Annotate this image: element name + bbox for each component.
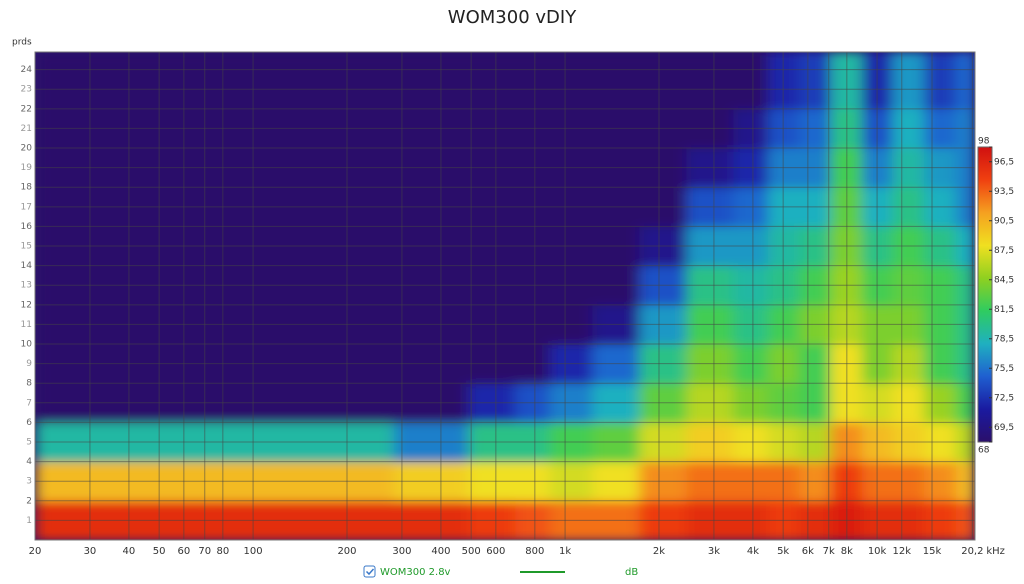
y-tick-label: 15 <box>21 242 32 252</box>
y-tick-label: 13 <box>21 281 32 291</box>
x-tick-label: 10k <box>868 546 887 557</box>
color-bar-label: 84,5 <box>994 275 1014 285</box>
heatmap-cell <box>955 52 975 110</box>
y-tick-label: 9 <box>26 359 32 369</box>
legend: WOM300 2.8v dB <box>363 565 638 578</box>
x-tick-label: 6k <box>802 546 814 557</box>
x-tick-label: 400 <box>431 546 450 557</box>
color-bar: 68 69,5 72,5 75,5 78,5 81,5 84,5 87,5 90,5 93,5 96… <box>977 137 1014 456</box>
heatmap-cell <box>924 52 957 110</box>
x-tick-label: 2k <box>653 546 665 557</box>
color-bar-gradient <box>977 146 993 443</box>
y-tick-label: 23 <box>21 85 32 95</box>
x-tick-label: 80 <box>216 546 229 557</box>
y-tick-label: 2 <box>26 496 32 506</box>
x-tick-label: 30 <box>84 546 97 557</box>
color-bar-label: 96,5 <box>994 157 1014 167</box>
grid <box>34 52 975 540</box>
x-tick-label: 5k <box>777 546 789 557</box>
x-tick-label: 20,2 <box>961 546 983 557</box>
x-tick-label: 8k <box>841 546 853 557</box>
x-tick-label: 800 <box>525 546 544 557</box>
color-bar-label: 98 <box>978 137 990 147</box>
heatmap-cell <box>798 52 832 110</box>
chart-title: WOM300 vDIY <box>448 7 577 28</box>
color-bar-label: 78,5 <box>994 334 1014 344</box>
heatmap-cell <box>768 52 800 110</box>
y-tick-label: 22 <box>21 104 32 114</box>
x-tick-label: 7k <box>823 546 835 557</box>
y-tick-label: 14 <box>21 261 33 271</box>
heatmap-cells <box>35 52 975 540</box>
color-bar-label: 75,5 <box>994 364 1014 374</box>
y-tick-label: 8 <box>26 379 32 389</box>
x-tick-label: 70 <box>198 546 211 557</box>
heatmap-cell <box>733 52 769 110</box>
y-tick-label: 24 <box>21 65 33 75</box>
legend-unit: dB <box>625 567 638 578</box>
check-mark <box>365 568 375 576</box>
y-tick-label: 12 <box>21 300 32 310</box>
y-tick-label: 11 <box>21 320 32 330</box>
legend-label: WOM300 2.8v <box>380 567 451 578</box>
y-tick-label: 17 <box>21 202 32 212</box>
color-bar-label: 81,5 <box>994 305 1014 315</box>
x-tick-label: 40 <box>123 546 136 557</box>
legend-checkbox[interactable] <box>363 565 376 578</box>
color-bar-label: 68 <box>978 446 990 456</box>
heatmap-cell <box>468 52 516 110</box>
x-tick-label: 300 <box>392 546 411 557</box>
color-bar-label: 87,5 <box>994 246 1014 256</box>
x-tick-label: 20 <box>29 546 42 557</box>
color-bar-label: 72,5 <box>994 393 1014 403</box>
y-tick-label: 21 <box>21 124 32 134</box>
y-tick-label: 19 <box>21 163 33 173</box>
x-tick-label: 3k <box>708 546 720 557</box>
y-tick-label: 18 <box>21 183 33 193</box>
y-tick-label: 1 <box>26 516 32 526</box>
y-tick-label: 4 <box>26 457 32 467</box>
x-tick-label: 600 <box>486 546 505 557</box>
x-unit-label: kHz <box>986 546 1005 557</box>
y-tick-label: 6 <box>26 418 32 428</box>
heatmap-cell <box>515 52 551 110</box>
heatmap-cell <box>549 52 594 110</box>
x-tick-label: 100 <box>244 546 263 557</box>
x-tick-label: 60 <box>177 546 190 557</box>
heatmap <box>35 52 975 540</box>
axes: 20 30 40 50 60 70 80 100 200 300 400 500 600 800 1k 2k 3… <box>21 51 1005 557</box>
plot-frame <box>34 51 976 541</box>
x-tick-label: 15k <box>923 546 942 557</box>
heatmap-cell <box>639 52 687 110</box>
y-tick-label: 10 <box>21 340 33 350</box>
heatmap-cell <box>35 52 113 110</box>
y-tick-label: 5 <box>26 438 32 448</box>
color-bar-label: 69,5 <box>994 423 1014 433</box>
color-bar-label: 90,5 <box>994 216 1014 226</box>
y-tick-label: 16 <box>21 222 33 232</box>
x-tick-label: 50 <box>153 546 166 557</box>
y-axis-label: prds <box>12 38 32 48</box>
heatmap-cell <box>892 52 925 110</box>
x-tick-label: 4k <box>747 546 759 557</box>
heatmap-cell <box>393 52 469 110</box>
y-tick-label: 7 <box>26 398 32 408</box>
x-tick-label: 1k <box>559 546 571 557</box>
y-tick-label: 20 <box>21 144 33 154</box>
heatmap-cell <box>592 52 641 110</box>
x-tick-label: 500 <box>462 546 481 557</box>
x-tick-label: 12k <box>893 546 912 557</box>
heatmap-cell <box>686 52 734 110</box>
y-tick-label: 3 <box>26 477 32 487</box>
color-bar-label: 93,5 <box>994 187 1014 197</box>
x-tick-label: 200 <box>337 546 356 557</box>
